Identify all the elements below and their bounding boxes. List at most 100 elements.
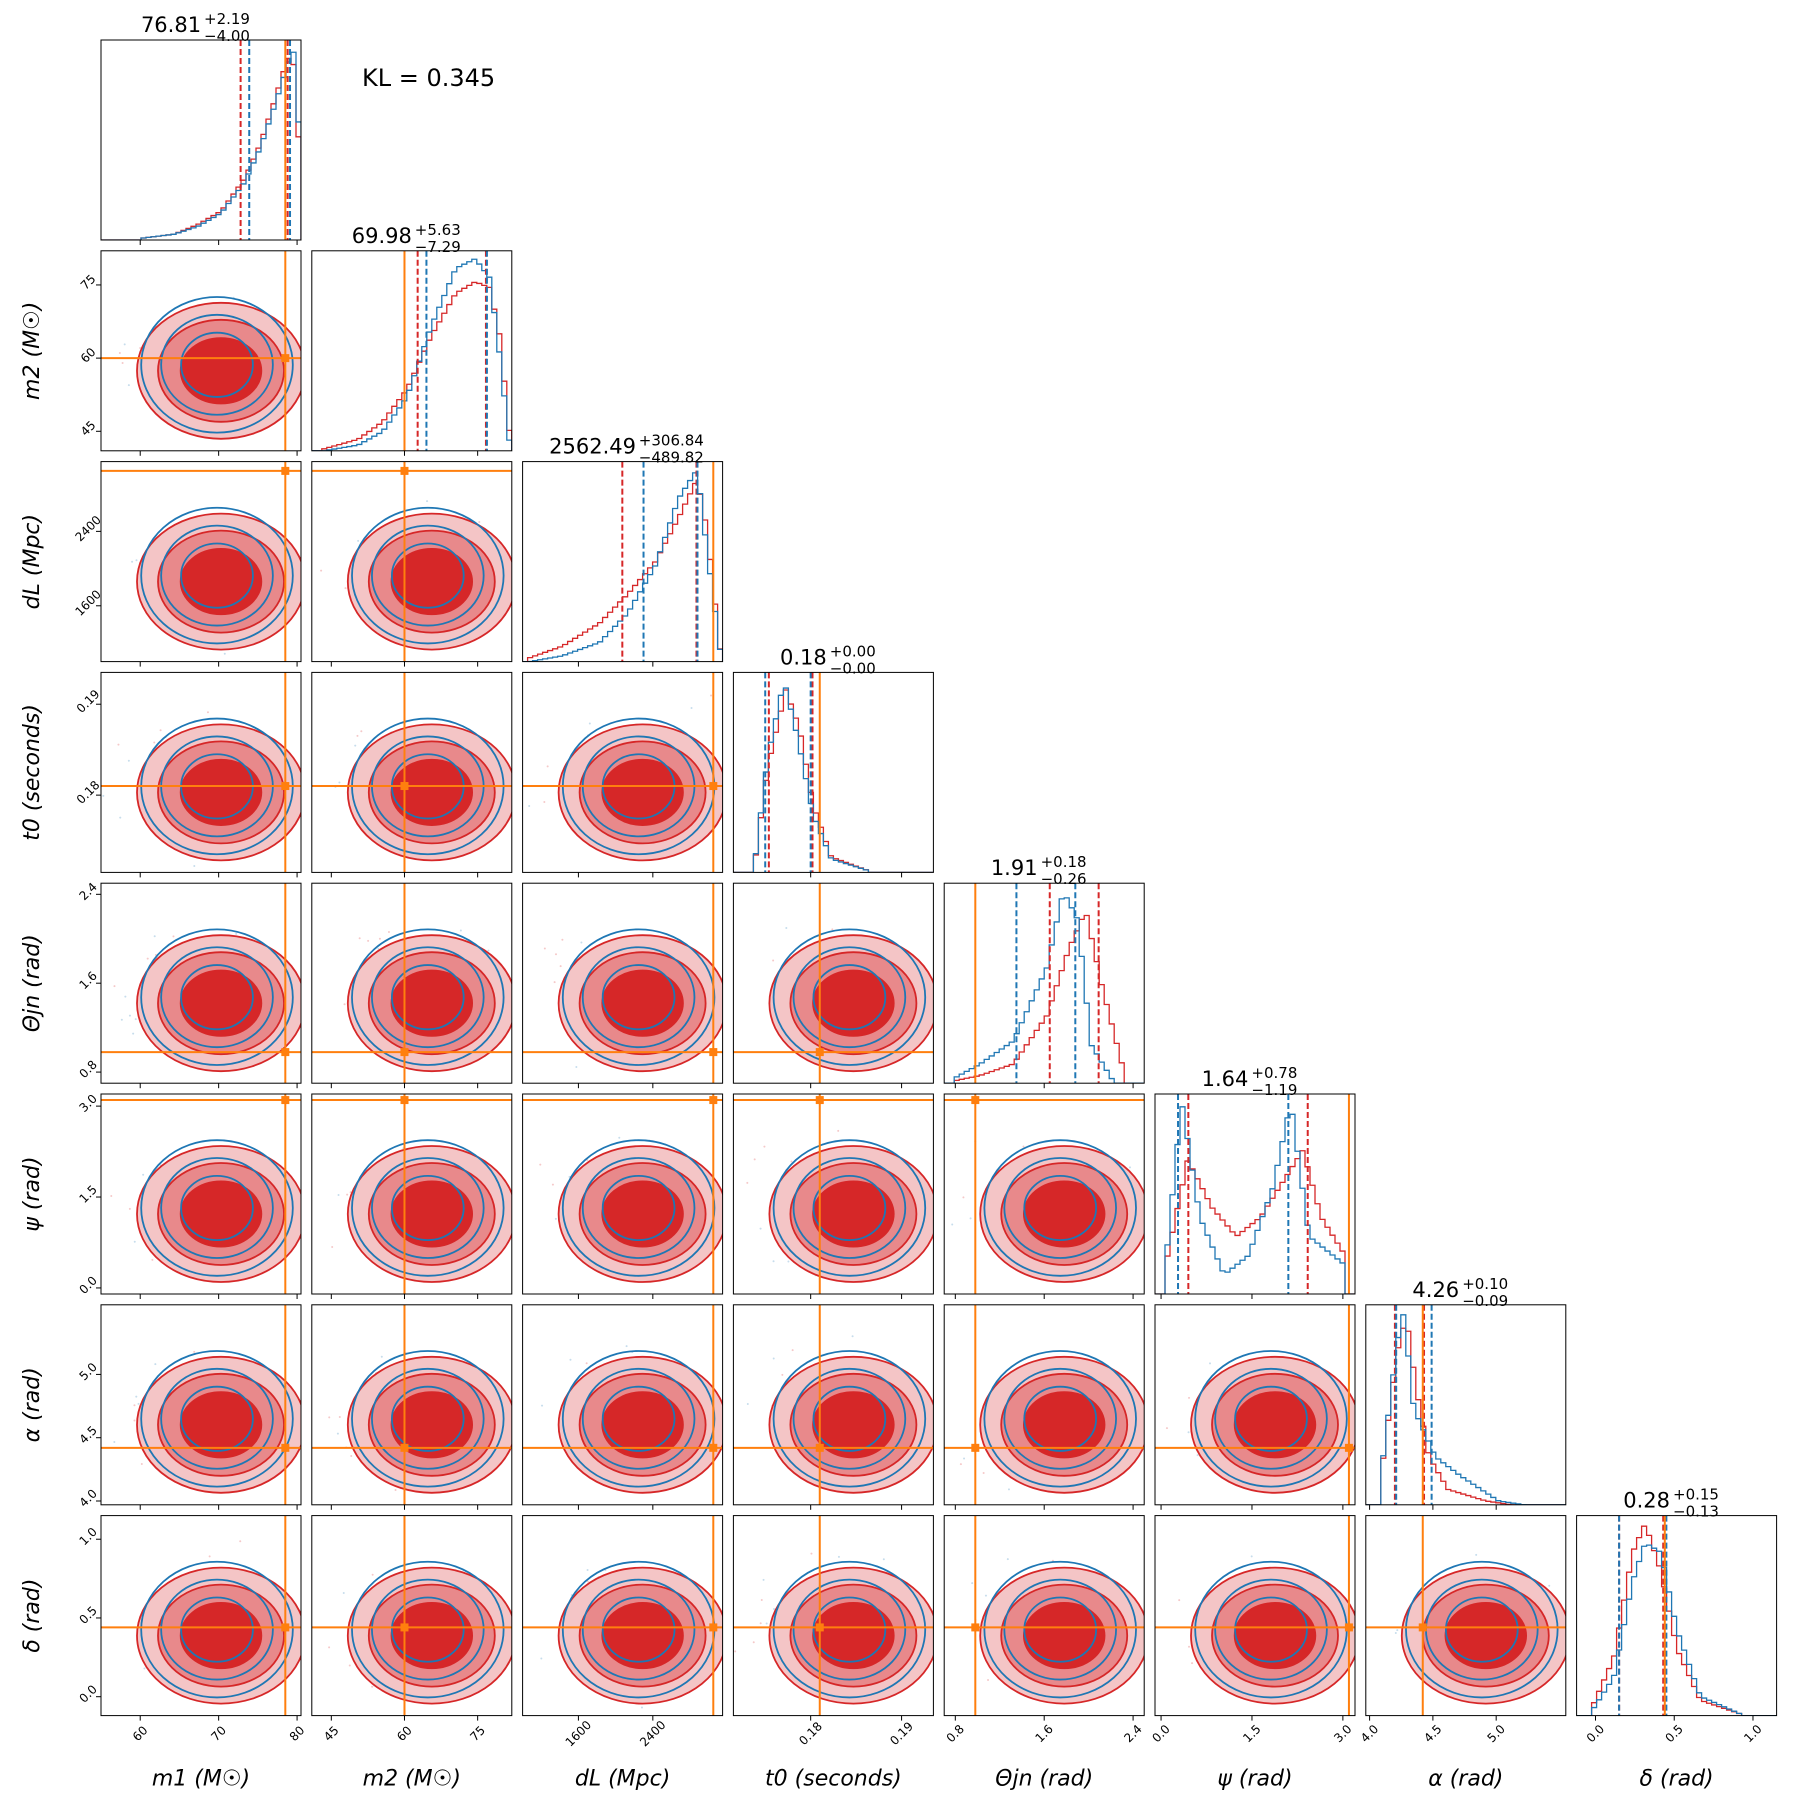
sample-point — [348, 1664, 351, 1667]
sample-point — [121, 361, 124, 364]
hist-blue-psi — [1155, 1106, 1355, 1294]
sample-point — [765, 1622, 768, 1625]
ytick-label-t0-0: 0.18 — [74, 778, 103, 807]
sample-point — [137, 1402, 140, 1405]
title-theta: 1.91 — [991, 856, 1038, 880]
sample-point — [239, 1540, 242, 1543]
sample-point — [124, 995, 127, 998]
xtick-label-dL-0: 1600 — [563, 1718, 594, 1749]
sample-point — [223, 652, 226, 655]
truth-marker — [400, 1623, 409, 1632]
xlabel-alpha: α (rad) — [1428, 1767, 1503, 1792]
hist-red-theta — [944, 914, 1145, 1084]
panel-frame — [1365, 1304, 1567, 1506]
title-plus-psi: +0.78 — [1251, 1064, 1297, 1082]
hist-red-t0 — [733, 689, 934, 873]
sample-point — [328, 1646, 331, 1649]
xlabel-t0: t0 (seconds) — [765, 1767, 902, 1792]
sample-point — [851, 1335, 854, 1338]
sample-point — [837, 1555, 840, 1558]
panel-frame — [311, 1093, 513, 1295]
sample-point — [113, 985, 116, 988]
ytick-label-alpha-0: 4.0 — [76, 1486, 99, 1509]
sample-point — [759, 1227, 762, 1230]
panel-delta-vs-psi: 0.0 1.5 3.0 ψ (rad) — [1149, 1515, 1356, 1792]
truth-marker — [1344, 1623, 1353, 1632]
xtick-label-m2-2: 75 — [467, 1723, 488, 1744]
panel-frame — [311, 1515, 513, 1717]
contour-blue-2 — [1023, 1596, 1098, 1663]
sample-point — [1006, 1558, 1009, 1561]
panel-frame — [100, 39, 302, 241]
sample-point — [962, 1196, 965, 1199]
contour-red-2 — [179, 1602, 263, 1670]
panel-alpha-vs-t0 — [732, 1304, 934, 1510]
sample-point — [146, 957, 149, 960]
sample-point — [759, 1622, 762, 1625]
contour-blue-0 — [140, 506, 294, 645]
sample-point — [113, 1440, 116, 1443]
contour-blue-1 — [792, 1367, 907, 1470]
sample-point — [752, 1641, 755, 1644]
truth-marker — [709, 1623, 718, 1632]
contour-red-2 — [390, 969, 474, 1037]
panel-psi-vs-dL — [522, 1093, 724, 1299]
sample-point — [117, 743, 120, 746]
contour-blue-0 — [561, 1350, 716, 1488]
contour-blue-2 — [390, 1596, 465, 1663]
sample-point — [540, 1657, 543, 1660]
sample-point — [134, 1018, 137, 1021]
xtick-label-psi-0: 0.0 — [1149, 1722, 1172, 1745]
sample-point — [1188, 1396, 1191, 1399]
xlabel-m1: m1 (M☉) — [152, 1767, 250, 1792]
ytick-label-t0-1: 0.19 — [74, 687, 103, 716]
sample-point — [1394, 1631, 1397, 1634]
panel-frame — [522, 1515, 724, 1717]
panel-frame — [1154, 1515, 1356, 1717]
title-plus-dL: +306.84 — [639, 432, 704, 450]
contour-red-2 — [179, 969, 263, 1037]
sample-point — [882, 1558, 885, 1561]
sample-point — [102, 794, 105, 797]
contour-red-2 — [1022, 1180, 1106, 1248]
panel-frame — [311, 882, 513, 1084]
truth-marker — [400, 782, 409, 791]
sample-point — [1396, 1629, 1399, 1632]
panel-m2-vs-m1: 45 60 75 m2 (M☉) — [20, 250, 302, 456]
contour-blue-0 — [772, 928, 927, 1066]
sample-point — [344, 587, 347, 590]
contour-blue-1 — [792, 1157, 907, 1259]
truth-marker — [400, 466, 409, 475]
ytick-label-theta-0: 0.8 — [76, 1058, 99, 1081]
contour-blue-1 — [371, 524, 485, 627]
ytick-label-alpha-1: 4.5 — [76, 1423, 99, 1446]
panel-frame — [1576, 1515, 1778, 1717]
sample-point — [459, 929, 462, 932]
sample-point — [772, 959, 775, 962]
panel-frame — [522, 461, 724, 663]
panel-frame — [100, 1093, 302, 1295]
sample-point — [580, 941, 583, 944]
contour-blue-0 — [140, 928, 294, 1066]
panel-dL-vs-dL: 2562.49 +306.84−489.82 — [522, 432, 724, 667]
contour-blue-0 — [140, 296, 294, 434]
sample-point — [690, 707, 693, 710]
contour-red-2 — [812, 1391, 895, 1459]
sample-point — [336, 1432, 339, 1435]
contour-blue-0 — [140, 1139, 294, 1277]
sample-point — [1165, 1427, 1168, 1430]
title-minus-m2: −7.29 — [415, 238, 461, 256]
panel-psi-vs-t0 — [732, 1093, 934, 1299]
panel-frame — [732, 1093, 934, 1295]
sample-point — [1188, 1645, 1191, 1648]
xtick-label-delta-0: 0.0 — [1584, 1722, 1607, 1745]
sample-point — [746, 1402, 749, 1405]
contour-blue-0 — [772, 1350, 927, 1488]
sample-point — [133, 1404, 136, 1407]
sample-point — [135, 1395, 138, 1398]
title-plus-t0: +0.00 — [830, 642, 876, 660]
contour-blue-0 — [983, 1560, 1137, 1699]
sample-point — [133, 1419, 136, 1422]
sample-point — [1191, 1662, 1194, 1665]
xtick-label-m2-0: 45 — [321, 1723, 342, 1744]
